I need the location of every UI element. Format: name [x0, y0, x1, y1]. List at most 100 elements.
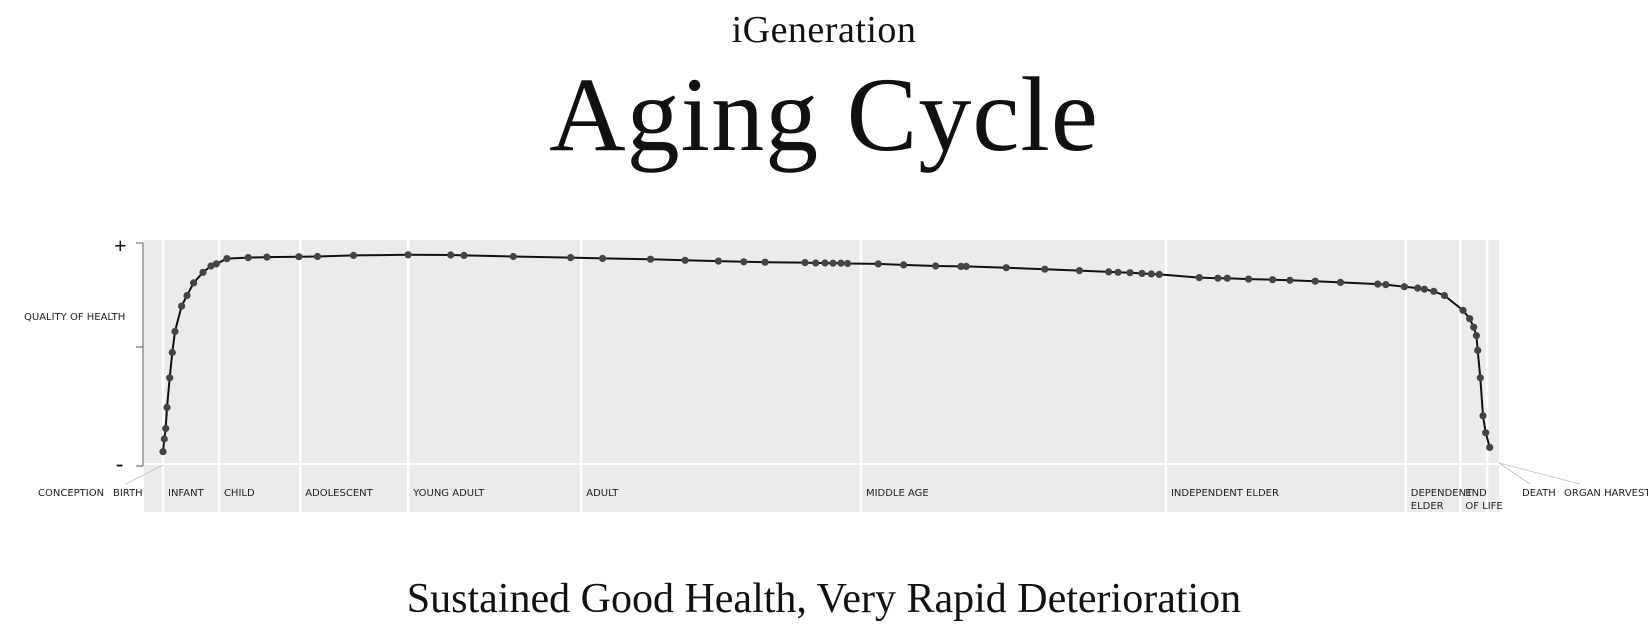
data-point — [178, 302, 186, 310]
data-point — [829, 259, 837, 267]
data-point — [159, 448, 167, 456]
data-point — [1382, 281, 1390, 289]
data-point — [844, 259, 852, 268]
stage-label-line2: ELDER — [1411, 501, 1444, 512]
data-point — [1336, 278, 1345, 286]
data-point — [714, 257, 723, 265]
data-point — [646, 255, 655, 263]
data-point — [837, 259, 845, 267]
data-point — [1472, 332, 1480, 340]
label-conception: CONCEPTION — [38, 488, 104, 499]
chart-title: Aging Cycle — [549, 56, 1099, 173]
stage-label: MIDDLE AGE — [866, 488, 929, 499]
data-point — [199, 268, 207, 276]
data-point — [801, 259, 809, 267]
data-point — [313, 252, 322, 261]
stage-label: ADOLESCENT — [305, 488, 373, 499]
label-death: DEATH — [1522, 488, 1556, 499]
data-point — [447, 251, 455, 259]
label-organ-harvest: ORGAN HARVEST — [1564, 488, 1648, 499]
plot-background — [144, 240, 1499, 512]
data-point — [509, 252, 517, 261]
data-point — [1459, 306, 1467, 314]
data-point — [1269, 276, 1277, 284]
data-point — [1245, 275, 1253, 283]
data-point — [681, 256, 689, 264]
stage-labels: INFANT CHILD ADOLESCENT YOUNG ADULT ADULT MID… — [168, 488, 1503, 512]
data-point — [1479, 412, 1487, 420]
data-point — [1286, 276, 1294, 284]
data-point — [932, 262, 940, 270]
data-point — [1474, 346, 1482, 354]
chart-subtitle: Sustained Good Health, Very Rapid Deteri… — [406, 576, 1242, 622]
data-point — [166, 374, 174, 382]
data-point — [168, 348, 176, 357]
data-point — [1486, 443, 1494, 451]
data-point — [1075, 267, 1083, 275]
data-point — [163, 403, 171, 411]
data-point — [295, 253, 303, 261]
data-point — [1466, 315, 1474, 323]
data-point — [1214, 274, 1222, 282]
stage-label: DEPENDENT — [1411, 488, 1473, 499]
data-point — [263, 253, 271, 261]
data-point — [599, 254, 607, 262]
stage-label: INDEPENDENT ELDER — [1171, 488, 1279, 499]
y-axis-label: QUALITY OF HEALTH — [24, 312, 125, 323]
data-point — [1476, 374, 1484, 382]
data-point — [1195, 274, 1203, 282]
data-point — [349, 251, 358, 259]
data-point — [1311, 277, 1319, 285]
data-point — [1105, 268, 1113, 276]
label-birth: BIRTH — [113, 488, 143, 499]
data-point — [1374, 280, 1382, 288]
data-point — [244, 254, 252, 262]
data-point — [1155, 270, 1163, 278]
data-point — [957, 262, 965, 270]
stage-label: YOUNG ADULT — [412, 488, 485, 499]
stage-label: END — [1465, 488, 1487, 499]
data-point — [1430, 287, 1438, 295]
data-point — [1147, 270, 1155, 278]
data-point — [1440, 291, 1448, 300]
data-point — [1041, 265, 1049, 273]
y-bottom-label: - — [116, 451, 123, 476]
data-point — [162, 424, 170, 433]
data-point — [761, 258, 769, 266]
data-point — [740, 258, 748, 266]
stage-dividers — [144, 240, 1499, 512]
data-point — [1400, 283, 1408, 291]
data-point — [821, 259, 829, 267]
stage-label-line2: OF LIFE — [1465, 501, 1502, 512]
data-point — [812, 259, 820, 267]
data-point — [171, 327, 179, 335]
data-point — [212, 260, 220, 268]
death-connector — [1498, 462, 1531, 485]
data-point — [1114, 268, 1122, 276]
data-point — [160, 435, 168, 443]
data-point — [567, 254, 575, 262]
birth-connector — [125, 464, 164, 485]
data-point — [874, 260, 882, 268]
data-point — [962, 262, 970, 270]
data-markers — [159, 251, 1494, 456]
stage-label: CHILD — [224, 488, 255, 499]
organ-harvest-connector — [1498, 462, 1581, 485]
supertitle: iGeneration — [731, 9, 917, 51]
data-point — [404, 251, 412, 259]
data-point — [1223, 274, 1231, 282]
y-top-label: + — [114, 233, 127, 258]
data-point — [223, 255, 231, 263]
data-point — [900, 261, 908, 269]
data-point — [1470, 323, 1478, 331]
data-point — [1126, 269, 1134, 277]
data-point — [1482, 429, 1490, 437]
stage-label: INFANT — [168, 488, 205, 499]
data-point — [1414, 284, 1422, 292]
data-point — [190, 279, 198, 287]
data-point — [460, 251, 468, 259]
data-point — [1138, 269, 1146, 277]
stage-label: ADULT — [586, 488, 619, 499]
data-point — [1002, 264, 1010, 272]
